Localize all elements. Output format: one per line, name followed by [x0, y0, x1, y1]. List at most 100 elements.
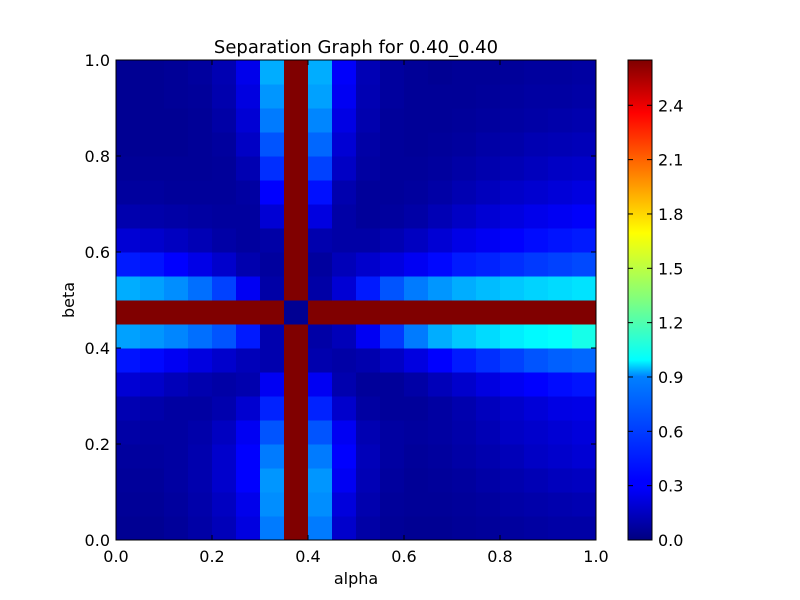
heatmap-cell	[188, 300, 213, 325]
heatmap-cell	[548, 228, 573, 253]
heatmap-cell	[188, 348, 213, 373]
heatmap-cell	[452, 228, 477, 253]
heatmap-cell	[452, 204, 477, 229]
heatmap-cell	[500, 324, 525, 349]
heatmap-cell	[452, 300, 477, 325]
heatmap-cell	[284, 300, 309, 325]
heatmap-cell	[476, 396, 501, 421]
heatmap-cell	[500, 252, 525, 277]
heatmap-cell	[356, 516, 381, 541]
heatmap-cell	[524, 492, 549, 517]
heatmap-cell	[284, 60, 309, 85]
colorbar-tick-label: 0.3	[658, 477, 683, 496]
heatmap-cell	[428, 276, 453, 301]
heatmap-cell	[548, 60, 573, 85]
colorbar-ticks: 0.0 0.3 0.6 0.9 1.2 1.5 1.8 2.1 2.4	[628, 96, 683, 550]
heatmap-cell	[164, 132, 189, 157]
heatmap-cell	[452, 420, 477, 445]
heatmap-cell	[428, 300, 453, 325]
heatmap-cell	[500, 60, 525, 85]
heatmap-cell	[284, 492, 309, 517]
heatmap-cell	[260, 420, 285, 445]
colorbar-tick-label: 1.5	[658, 259, 683, 278]
heatmap-cell	[548, 492, 573, 517]
heatmap-cell	[356, 180, 381, 205]
heatmap-cell	[404, 492, 429, 517]
heatmap-cell	[212, 300, 237, 325]
heatmap-cell	[212, 372, 237, 397]
heatmap-cell	[116, 468, 141, 493]
heatmap-cell	[500, 348, 525, 373]
heatmap-cell	[428, 84, 453, 109]
heatmap-cell	[212, 420, 237, 445]
heatmap-cell	[260, 60, 285, 85]
heatmap-cell	[428, 252, 453, 277]
heatmap-cell	[524, 60, 549, 85]
heatmap-cell	[500, 492, 525, 517]
heatmap-cell	[260, 276, 285, 301]
heatmap-cell	[284, 348, 309, 373]
heatmap-cell	[260, 84, 285, 109]
heatmap-cell	[500, 276, 525, 301]
heatmap-cell	[260, 228, 285, 253]
heatmap-cell	[284, 516, 309, 541]
heatmap-cell	[524, 276, 549, 301]
y-axis-label: beta	[59, 282, 78, 318]
heatmap-cell	[404, 276, 429, 301]
heatmap-cell	[548, 372, 573, 397]
heatmap-cell	[164, 372, 189, 397]
heatmap-cell	[524, 468, 549, 493]
heatmap-cell	[116, 492, 141, 517]
heatmap-cell	[428, 108, 453, 133]
heatmap-cell	[428, 492, 453, 517]
heatmap-cell	[332, 372, 357, 397]
heatmap-cell	[452, 396, 477, 421]
heatmap-cell	[476, 60, 501, 85]
heatmap-cell	[284, 444, 309, 469]
heatmap-cell	[284, 396, 309, 421]
heatmap-cell	[284, 180, 309, 205]
heatmap-cell	[428, 132, 453, 157]
heatmap-cell	[308, 156, 333, 181]
heatmap-cell	[164, 324, 189, 349]
heatmap-cell	[356, 420, 381, 445]
heatmap-cell	[380, 324, 405, 349]
heatmap-cell	[116, 516, 141, 541]
heatmap-cell	[164, 228, 189, 253]
heatmap-cell	[260, 444, 285, 469]
heatmap-cell	[260, 132, 285, 157]
heatmap-cell	[476, 300, 501, 325]
heatmap-cell	[572, 372, 597, 397]
heatmap-cell	[500, 300, 525, 325]
heatmap-cell	[236, 396, 261, 421]
heatmap-cell	[404, 396, 429, 421]
heatmap-cell	[332, 492, 357, 517]
heatmap-cell	[188, 204, 213, 229]
heatmap-cell	[140, 84, 165, 109]
heatmap-cell	[188, 132, 213, 157]
heatmap-cell	[116, 372, 141, 397]
heatmap-cell	[356, 396, 381, 421]
heatmap-cell	[356, 228, 381, 253]
heatmap-cell	[308, 228, 333, 253]
heatmap-cell	[572, 468, 597, 493]
heatmap-cell	[260, 300, 285, 325]
heatmap-cell	[116, 420, 141, 445]
heatmap-cell	[452, 60, 477, 85]
heatmap-cell	[140, 156, 165, 181]
heatmap-cell	[116, 108, 141, 133]
heatmap-cell	[212, 252, 237, 277]
heatmap-cell	[332, 444, 357, 469]
colorbar-tick-label: 0.9	[658, 368, 683, 387]
heatmap-cell	[212, 276, 237, 301]
heatmap-cell	[476, 492, 501, 517]
heatmap-cell	[140, 348, 165, 373]
heatmap-cell	[404, 420, 429, 445]
heatmap-cell	[236, 84, 261, 109]
heatmap-cell	[140, 492, 165, 517]
heatmap-cell	[476, 324, 501, 349]
heatmap-cell	[284, 204, 309, 229]
heatmap-cell	[404, 300, 429, 325]
heatmap-cell	[164, 84, 189, 109]
heatmap-cell	[236, 348, 261, 373]
